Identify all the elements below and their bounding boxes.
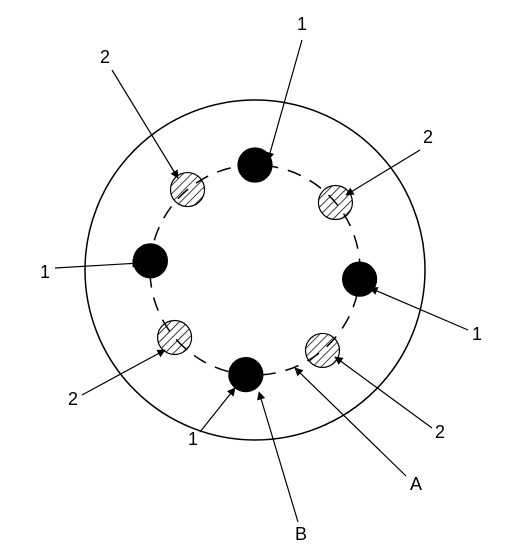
node-upper_left <box>171 173 205 207</box>
label-lbl_2_lr: 2 <box>435 422 445 442</box>
label-lbl_B: B <box>295 524 307 544</box>
diagram-svg: 1 2 1 2 A 1 B 2 1 2 <box>0 0 511 558</box>
label-lbl_1_l: 1 <box>40 262 50 282</box>
label-lbl_2_ul: 2 <box>100 47 110 67</box>
label-lbl_2_ll: 2 <box>68 389 78 409</box>
label-lbl_2_ur: 2 <box>423 127 433 147</box>
node-right <box>343 262 377 296</box>
node-lower_right <box>305 333 339 367</box>
label-lbl_1_r: 1 <box>472 324 482 344</box>
node-bottom <box>229 358 263 392</box>
node-top <box>238 148 272 182</box>
label-lbl_1_b: 1 <box>188 429 198 449</box>
label-lbl_A: A <box>410 474 422 494</box>
node-upper_right <box>318 186 352 220</box>
background <box>0 0 511 558</box>
label-lbl_1_top: 1 <box>297 14 307 34</box>
node-left <box>133 244 167 278</box>
node-lower_left <box>158 320 192 354</box>
